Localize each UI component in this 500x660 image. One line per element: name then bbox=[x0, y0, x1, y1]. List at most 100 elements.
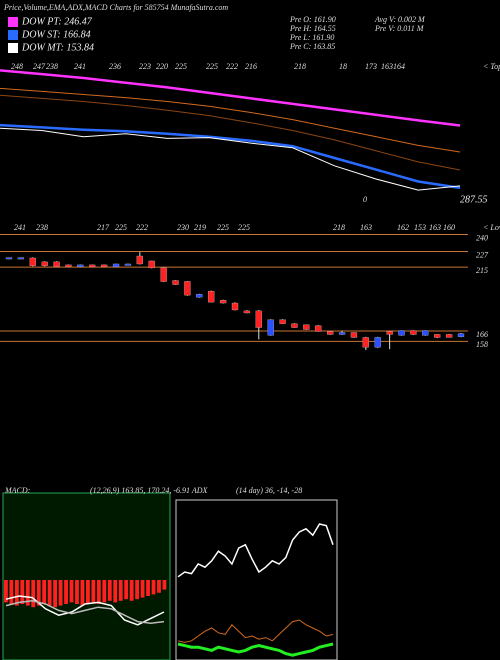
candle-body bbox=[101, 264, 108, 267]
histogram-bar bbox=[80, 580, 85, 606]
histogram-bar bbox=[91, 580, 96, 603]
histogram-bar bbox=[25, 580, 30, 606]
level-label: 215 bbox=[476, 266, 488, 275]
histogram-bar bbox=[102, 580, 107, 603]
low-label: 238 bbox=[36, 223, 48, 232]
top-label: 225 bbox=[206, 62, 218, 71]
tops-label: < Tops bbox=[483, 62, 500, 71]
low-label: 163 bbox=[360, 223, 372, 232]
info-text: Pre C: 163.85 bbox=[289, 42, 335, 51]
histogram-bar bbox=[113, 580, 118, 603]
chart-title: Price,Volume,EMA,ADX,MACD Charts for 585… bbox=[3, 3, 228, 12]
legend-swatch bbox=[8, 43, 18, 53]
legend-entry: DOW MT: 153.84 bbox=[21, 42, 94, 53]
level-label: 158 bbox=[476, 340, 488, 349]
line bbox=[0, 94, 461, 171]
candle-body bbox=[374, 337, 381, 348]
low-label: 225 bbox=[115, 223, 127, 232]
top-label: 238 bbox=[46, 62, 58, 71]
annotation: 0 bbox=[363, 195, 367, 204]
top-label: 236 bbox=[109, 62, 121, 71]
histogram-bar bbox=[146, 580, 150, 596]
histogram-bar bbox=[42, 580, 47, 604]
info-text: Avg V: 0.002 M bbox=[374, 15, 426, 24]
macd-caption: MACD: bbox=[4, 486, 31, 495]
top-label: 247 bbox=[33, 62, 46, 71]
adx-panel bbox=[175, 499, 338, 660]
info-text: Pre L: 161.90 bbox=[289, 33, 334, 42]
histogram-bar bbox=[69, 580, 74, 603]
candle-body bbox=[315, 325, 322, 332]
line bbox=[0, 69, 461, 127]
top-label: 225 bbox=[175, 62, 187, 71]
macd-panel bbox=[2, 492, 171, 660]
candle-body bbox=[457, 333, 465, 337]
info-text: Pre V: 0.011 M bbox=[374, 24, 425, 33]
level-label: 227 bbox=[476, 250, 489, 259]
histogram-bar bbox=[14, 580, 19, 606]
level-label: 166 bbox=[476, 330, 488, 339]
histogram-bar bbox=[36, 580, 41, 606]
line bbox=[177, 642, 334, 657]
histogram-bar bbox=[140, 580, 145, 598]
top-label: 173 bbox=[365, 62, 377, 71]
lows-label: < Lows bbox=[483, 223, 500, 232]
info-text: Pre O: 161.90 bbox=[289, 15, 336, 24]
candle-body bbox=[291, 323, 298, 328]
line bbox=[5, 600, 165, 624]
candle-body bbox=[255, 310, 262, 328]
low-label: 219 bbox=[194, 223, 206, 232]
low-label: 222 bbox=[136, 223, 148, 232]
candle-body bbox=[172, 280, 179, 285]
candle-body bbox=[350, 332, 358, 338]
candle-body bbox=[112, 263, 120, 267]
low-label: 163 bbox=[429, 223, 441, 232]
candle-body bbox=[77, 264, 84, 267]
histogram-bar bbox=[20, 580, 25, 604]
histogram-bar bbox=[162, 580, 167, 590]
level-label: 240 bbox=[476, 233, 488, 242]
histogram-bar bbox=[135, 580, 140, 600]
low-label: 160 bbox=[443, 223, 455, 232]
histogram-bar bbox=[4, 580, 8, 603]
low-label: 162 bbox=[397, 223, 409, 232]
line bbox=[0, 87, 461, 153]
legend-entry: DOW PT: 246.47 bbox=[21, 16, 93, 27]
top-label: 218 bbox=[294, 62, 306, 71]
candle-body bbox=[5, 257, 13, 260]
histogram-bar bbox=[96, 580, 101, 604]
candle-body bbox=[338, 332, 346, 335]
histogram-bar bbox=[107, 580, 112, 601]
top-label: 164 bbox=[393, 62, 405, 71]
candle-body bbox=[243, 310, 251, 314]
candle-body bbox=[136, 255, 143, 265]
info-text: Pre H: 164.55 bbox=[289, 24, 336, 33]
candle-body bbox=[65, 264, 72, 267]
candle-body bbox=[219, 300, 227, 304]
candle-body bbox=[89, 264, 96, 267]
line bbox=[0, 123, 461, 190]
line bbox=[0, 127, 461, 191]
histogram-bar bbox=[129, 580, 134, 601]
candle-body bbox=[434, 334, 441, 338]
histogram-bar bbox=[118, 580, 123, 601]
histogram-bar bbox=[151, 580, 156, 595]
candle-body bbox=[53, 261, 60, 267]
candle-body bbox=[196, 294, 203, 298]
top-label: 216 bbox=[245, 62, 257, 71]
histogram-bar bbox=[47, 580, 52, 606]
top-label: 220 bbox=[156, 62, 168, 71]
line bbox=[177, 523, 334, 578]
histogram-bar bbox=[86, 580, 90, 604]
annotation: 287.55 bbox=[460, 194, 488, 205]
top-label: 222 bbox=[226, 62, 238, 71]
low-label: 225 bbox=[217, 223, 229, 232]
legend-swatch bbox=[8, 30, 18, 40]
top-label: 163 bbox=[381, 62, 393, 71]
histogram-bar bbox=[157, 580, 161, 593]
candle-body bbox=[422, 330, 429, 336]
low-label: 225 bbox=[238, 223, 250, 232]
top-label: 223 bbox=[139, 62, 151, 71]
candle-body bbox=[410, 330, 417, 335]
